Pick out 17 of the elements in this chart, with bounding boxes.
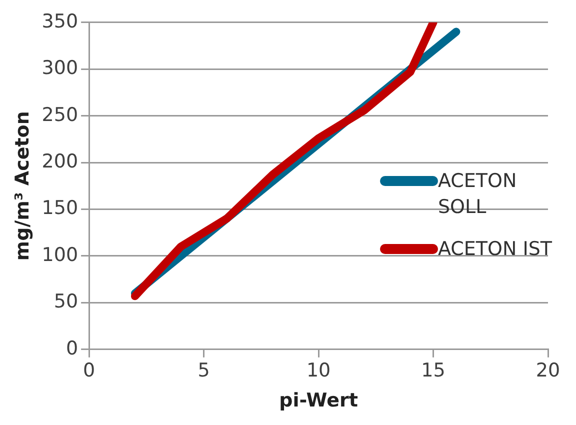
y-axis-title: mg/m³ Aceton	[11, 111, 34, 261]
y-tick-label: 250	[42, 104, 78, 126]
y-tick-label: 150	[42, 197, 78, 220]
x-axis-title: pi-Wert	[279, 390, 358, 412]
y-tick-label: 350	[42, 10, 78, 32]
y-tick-label: 50	[54, 290, 78, 313]
x-tick-label: 20	[536, 360, 560, 382]
y-tick-label: 100	[42, 244, 78, 266]
x-tick-label: 5	[198, 360, 210, 382]
x-tick-label: 0	[83, 360, 96, 382]
y-tick-label: 200	[42, 150, 78, 172]
x-tick-label: 10	[306, 360, 331, 382]
x-tick-label: 15	[421, 360, 446, 382]
y-tick-label: 300	[42, 57, 78, 80]
legend-label: ACETON SOLL	[438, 169, 518, 220]
legend-label: ACETON IST	[438, 237, 554, 262]
y-tick-label: 0	[66, 337, 78, 360]
